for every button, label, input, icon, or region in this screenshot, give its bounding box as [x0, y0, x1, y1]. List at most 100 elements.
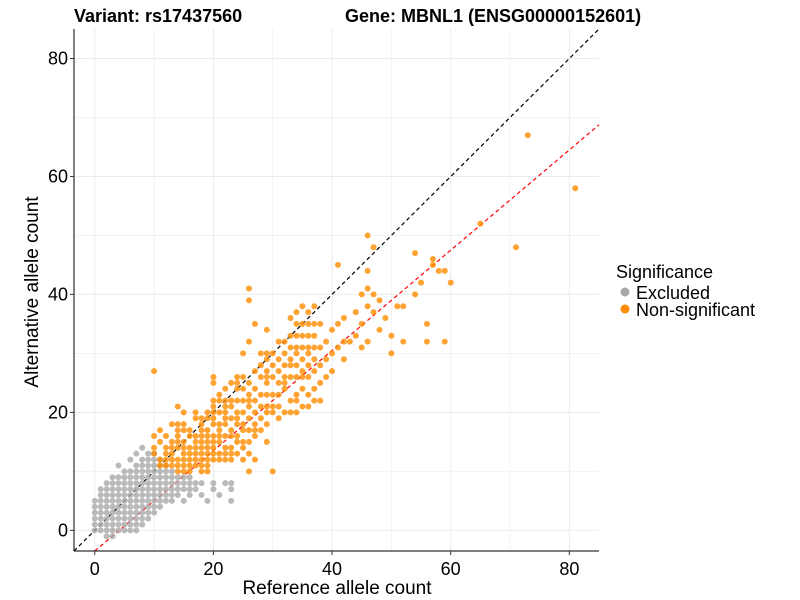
point-excluded — [162, 497, 169, 504]
point-non-significant — [275, 338, 282, 345]
point-excluded — [127, 486, 134, 493]
point-non-significant — [251, 397, 258, 404]
point-non-significant — [281, 379, 288, 386]
point-non-significant — [376, 326, 383, 333]
point-non-significant — [317, 362, 324, 369]
point-excluded — [157, 486, 164, 493]
point-non-significant — [275, 379, 282, 386]
point-non-significant — [186, 462, 193, 469]
point-non-significant — [340, 338, 347, 345]
point-non-significant — [275, 391, 282, 398]
point-non-significant — [222, 444, 229, 451]
y-tick-label: 20 — [48, 402, 68, 422]
point-excluded — [115, 527, 122, 534]
point-excluded — [145, 491, 152, 498]
point-non-significant — [186, 456, 193, 463]
point-non-significant — [174, 468, 181, 475]
point-non-significant — [216, 421, 223, 428]
point-non-significant — [198, 421, 205, 428]
point-excluded — [139, 491, 146, 498]
point-non-significant — [210, 415, 217, 422]
point-non-significant — [240, 427, 247, 434]
point-excluded — [127, 509, 134, 516]
point-excluded — [109, 527, 116, 534]
point-excluded — [115, 509, 122, 516]
point-non-significant — [287, 397, 294, 404]
point-non-significant — [222, 450, 229, 457]
point-non-significant — [234, 421, 241, 428]
point-excluded — [145, 503, 152, 510]
point-non-significant — [293, 309, 300, 316]
point-non-significant — [287, 344, 294, 351]
point-non-significant — [269, 374, 276, 380]
point-excluded — [151, 480, 158, 487]
point-excluded — [157, 480, 164, 487]
point-non-significant — [210, 403, 217, 410]
point-non-significant — [186, 432, 193, 439]
point-excluded — [145, 497, 152, 504]
point-excluded — [210, 480, 217, 487]
point-non-significant — [234, 374, 241, 380]
point-non-significant — [263, 326, 270, 333]
point-non-significant — [180, 468, 187, 475]
point-excluded — [121, 486, 128, 493]
point-non-significant — [192, 456, 199, 463]
point-non-significant — [168, 438, 175, 445]
point-excluded — [121, 521, 128, 528]
point-non-significant — [257, 415, 264, 422]
point-non-significant — [204, 438, 211, 445]
point-excluded — [109, 486, 116, 493]
point-non-significant — [251, 320, 258, 327]
point-excluded — [151, 468, 158, 475]
point-non-significant — [180, 444, 187, 451]
point-non-significant — [429, 261, 436, 268]
point-excluded — [97, 521, 104, 528]
point-excluded — [133, 515, 140, 522]
point-excluded — [133, 468, 140, 475]
point-non-significant — [198, 462, 205, 469]
point-excluded — [91, 521, 98, 528]
point-excluded — [133, 503, 140, 510]
point-excluded — [115, 474, 122, 481]
point-excluded — [162, 491, 169, 498]
point-excluded — [180, 486, 187, 493]
point-non-significant — [174, 444, 181, 451]
point-non-significant — [441, 267, 448, 274]
point-non-significant — [216, 397, 223, 404]
point-excluded — [133, 474, 140, 481]
point-excluded — [103, 527, 110, 534]
point-excluded — [168, 474, 175, 481]
point-non-significant — [251, 409, 258, 416]
point-non-significant — [192, 409, 199, 416]
point-non-significant — [334, 344, 341, 351]
point-non-significant — [305, 362, 312, 369]
point-excluded — [139, 444, 146, 451]
legend-title: Significance — [616, 262, 713, 282]
point-non-significant — [234, 450, 241, 457]
point-non-significant — [216, 438, 223, 445]
point-non-significant — [299, 344, 306, 351]
point-excluded — [133, 509, 140, 516]
point-non-significant — [323, 338, 330, 345]
legend: Significance Excluded Non-significant — [616, 262, 755, 320]
point-excluded — [97, 515, 104, 522]
point-non-significant — [299, 303, 306, 310]
point-non-significant — [329, 350, 336, 357]
point-non-significant — [157, 438, 164, 445]
y-tick-label: 80 — [48, 48, 68, 68]
point-non-significant — [192, 438, 199, 445]
point-non-significant — [204, 409, 211, 416]
point-non-significant — [311, 385, 318, 392]
point-non-significant — [180, 438, 187, 445]
point-non-significant — [162, 462, 169, 469]
point-non-significant — [228, 456, 235, 463]
point-non-significant — [204, 462, 211, 469]
point-excluded — [133, 527, 140, 534]
point-non-significant — [210, 379, 217, 386]
point-excluded — [216, 491, 223, 498]
point-non-significant — [305, 391, 312, 398]
point-excluded — [139, 462, 146, 469]
point-non-significant — [370, 244, 377, 251]
point-excluded — [91, 527, 98, 534]
point-non-significant — [263, 374, 270, 380]
